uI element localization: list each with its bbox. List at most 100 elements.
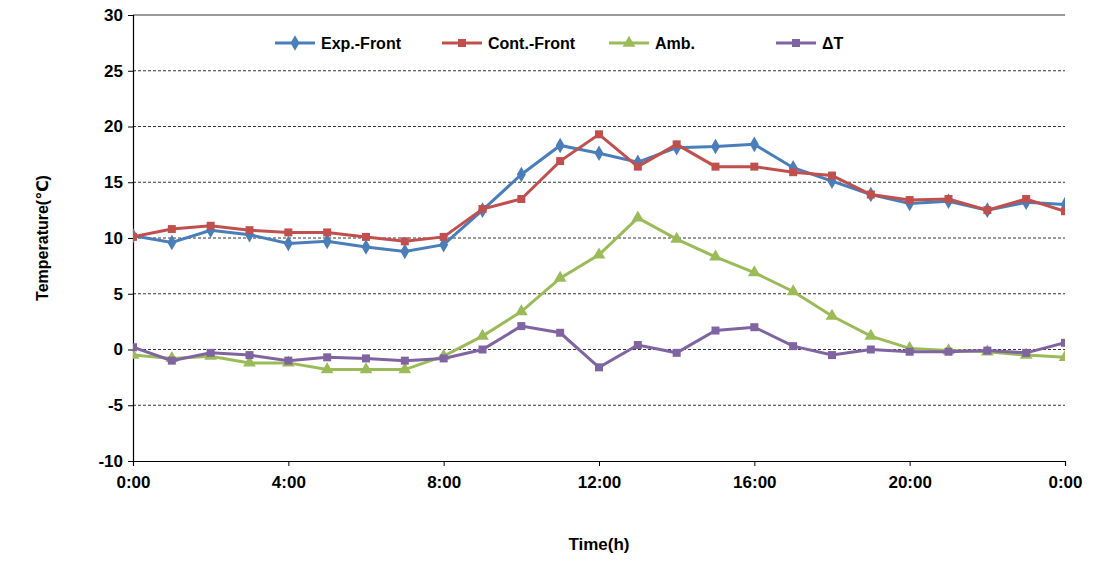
series-marker (748, 265, 761, 276)
x-tick-label: 20:00 (888, 473, 931, 492)
series-marker (828, 351, 836, 359)
series-marker (826, 309, 839, 320)
grid-line (133, 126, 1065, 127)
legend-label: Exp.-Front (321, 35, 402, 52)
x-axis-line (134, 462, 1066, 467)
grid-line (133, 238, 1065, 239)
y-tick-label: -5 (108, 396, 123, 415)
series-marker (362, 354, 370, 362)
series-marker (945, 195, 953, 203)
grid-line (133, 182, 1065, 183)
y-axis: -10-5051015202530 (98, 6, 133, 471)
series-marker (944, 193, 953, 209)
legend-item: Exp.-Front (275, 35, 402, 52)
series-marker (206, 222, 215, 238)
series-marker (1022, 195, 1030, 203)
series-marker (593, 247, 606, 258)
series-marker (634, 163, 642, 171)
grid (133, 15, 1065, 405)
series-marker (711, 139, 720, 155)
x-tick-mark (599, 461, 600, 466)
x-tick-mark (754, 461, 755, 466)
series-marker (401, 237, 409, 245)
y-tick-mark (128, 127, 133, 128)
series-marker (323, 353, 331, 361)
series-marker (133, 343, 137, 351)
series-marker (634, 341, 642, 349)
y-tick-mark (128, 461, 133, 462)
series-marker (479, 205, 487, 213)
y-tick: -10 (98, 452, 133, 471)
series-marker (360, 362, 373, 373)
series-marker (168, 225, 176, 233)
legend-item: Amb. (609, 35, 695, 52)
legend-label: ΔT (822, 35, 844, 52)
series-marker (712, 327, 720, 335)
series-marker (983, 347, 991, 355)
series-line (133, 326, 1065, 367)
series-marker (284, 228, 292, 236)
series-marker (1061, 207, 1065, 215)
series-marker (670, 232, 683, 243)
series-marker (168, 357, 176, 365)
y-tick-mark (128, 294, 133, 295)
series-marker (207, 222, 215, 230)
series-marker (401, 357, 409, 365)
series-marker (476, 329, 489, 340)
series-marker (245, 227, 254, 243)
series-marker (787, 284, 800, 295)
plot-area (133, 130, 1065, 373)
legend-label: Cont.-Front (488, 35, 576, 52)
y-axis-title: Temperature(℃) (34, 175, 51, 301)
series-marker (323, 228, 331, 236)
series-marker (945, 348, 953, 356)
grid-line (133, 405, 1065, 406)
series-marker (983, 202, 992, 218)
series-marker (983, 206, 991, 214)
x-tick-mark (444, 461, 445, 466)
x-tick: 0:00 (1048, 461, 1082, 492)
legend-marker (623, 36, 636, 47)
y-tick: 10 (104, 229, 133, 248)
series-marker (1022, 195, 1031, 211)
series-marker (133, 233, 137, 241)
y-tick-mark (128, 238, 133, 239)
series-marker (133, 228, 137, 244)
legend-marker (291, 35, 300, 51)
series-marker (595, 145, 604, 161)
y-tick-label: 5 (114, 285, 123, 304)
x-axis-title: Time(h) (568, 535, 629, 554)
series-marker (1022, 349, 1030, 357)
series-marker (595, 363, 603, 371)
y-tick-mark (128, 15, 133, 16)
series-marker (207, 349, 215, 357)
series-marker (246, 226, 254, 234)
x-tick-label: 4:00 (272, 473, 306, 492)
series-marker (515, 304, 528, 315)
y-tick-label: 0 (114, 340, 123, 359)
series-marker (517, 322, 525, 330)
grid-line (133, 15, 1065, 16)
series-marker (554, 271, 567, 282)
y-axis-line (128, 16, 134, 462)
y-tick-mark (128, 350, 133, 351)
series-marker (556, 157, 564, 165)
y-tick-mark (128, 71, 133, 72)
series-marker (284, 236, 293, 252)
series-marker (709, 250, 722, 261)
series-marker (631, 211, 644, 222)
series-marker (517, 195, 525, 203)
series-marker (789, 342, 797, 350)
legend-item: ΔT (776, 35, 844, 52)
series-marker (400, 244, 409, 260)
series-marker (905, 196, 914, 212)
series-marker (1061, 339, 1065, 347)
chart: -10-50510152025300:004:008:0012:0016:002… (0, 0, 1093, 585)
y-tick: -5 (108, 396, 133, 415)
series-line (133, 134, 1065, 241)
x-axis: 0:004:008:0012:0016:0020:000:00 (116, 461, 1082, 492)
legend-label: Amb. (655, 35, 695, 52)
series-marker (867, 191, 875, 199)
y-tick-label: -10 (98, 452, 123, 471)
y-tick-mark (128, 182, 133, 183)
